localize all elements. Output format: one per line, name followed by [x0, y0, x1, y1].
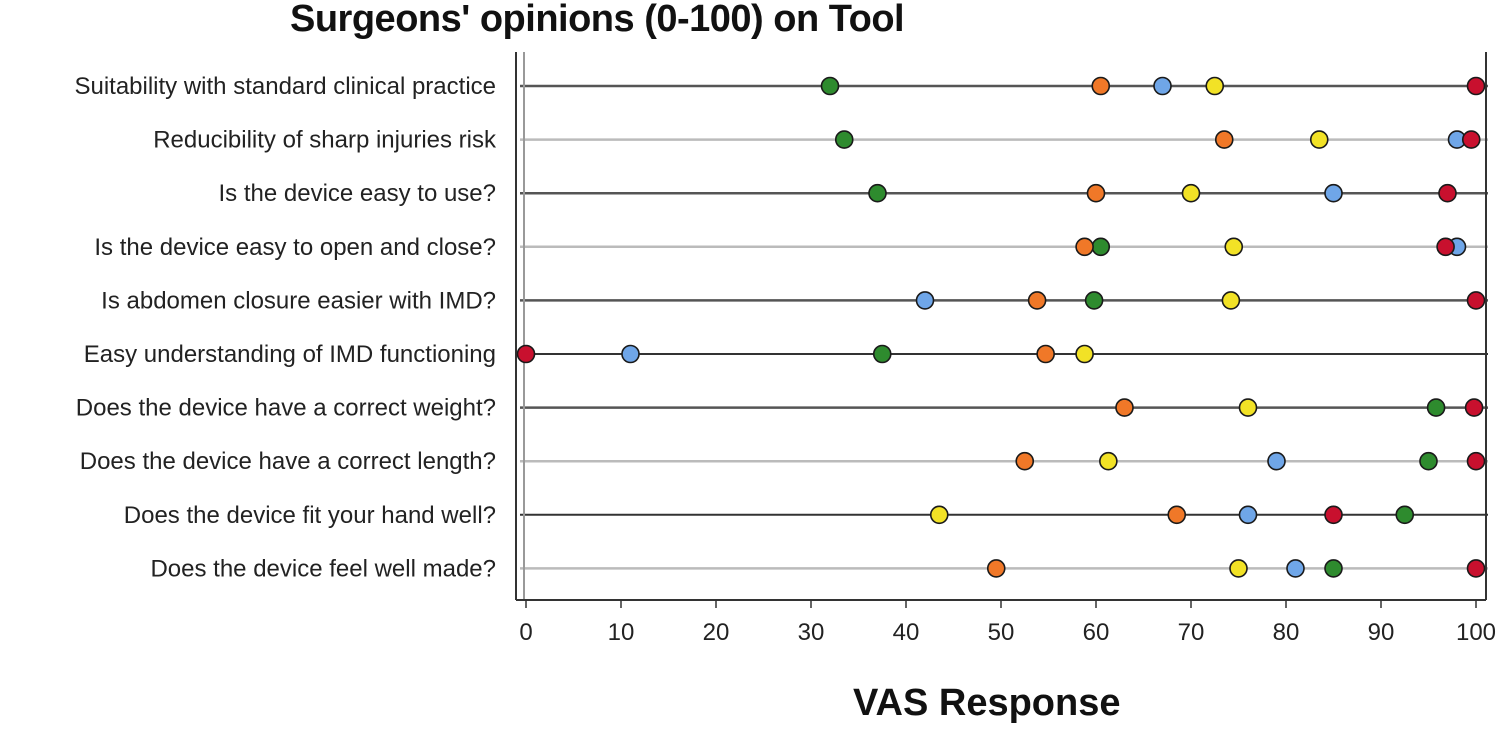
data-point — [1181, 183, 1201, 203]
data-point — [834, 130, 854, 149]
x-tick-label: 70 — [1178, 619, 1205, 646]
x-tick-label: 100 — [1456, 619, 1496, 646]
data-point — [1466, 76, 1486, 96]
x-tick-label: 30 — [798, 619, 825, 646]
x-tick-label: 10 — [608, 619, 635, 646]
data-point — [1324, 183, 1343, 203]
data-point — [1395, 505, 1415, 525]
data-point — [1115, 398, 1134, 417]
data-point — [1167, 505, 1187, 525]
data-point — [1015, 451, 1035, 471]
category-label: Does the device feel well made? — [150, 555, 496, 582]
data-point — [1229, 559, 1248, 578]
data-point — [1153, 76, 1172, 96]
data-point — [1438, 183, 1457, 203]
data-point — [1324, 505, 1343, 525]
x-tick-label: 20 — [703, 619, 730, 646]
data-point — [1036, 344, 1055, 364]
data-point — [1091, 76, 1111, 96]
data-point — [820, 76, 840, 96]
chart-title: Surgeons' opinions (0-100) on Tool — [290, 0, 905, 40]
data-point — [621, 344, 640, 364]
data-point — [929, 505, 949, 525]
category-labels: Suitability with standard clinical pract… — [74, 73, 497, 582]
data-point — [1214, 130, 1234, 149]
data-point — [1436, 237, 1455, 257]
data-point — [1419, 451, 1438, 471]
data-point — [1086, 183, 1106, 203]
category-label: Does the device have a correct length? — [80, 448, 496, 475]
data-point — [986, 559, 1006, 578]
x-tick-label: 0 — [519, 619, 532, 646]
data-point — [1224, 237, 1244, 257]
category-label: Is the device easy to use? — [219, 180, 497, 207]
data-point — [1084, 291, 1104, 310]
x-tick-label: 90 — [1368, 619, 1395, 646]
data-point — [1091, 237, 1111, 257]
category-label: Is the device easy to open and close? — [94, 234, 496, 261]
data-point — [1286, 559, 1305, 578]
data-point — [1267, 451, 1286, 471]
data-point — [1464, 398, 1484, 417]
x-tick-label: 80 — [1273, 619, 1300, 646]
data-point — [1466, 559, 1486, 578]
data-point — [1075, 344, 1094, 364]
data-points — [516, 76, 1486, 578]
x-axis-title: VAS Response — [853, 682, 1121, 724]
data-point — [1466, 291, 1486, 310]
category-label: Reducibility of sharp injuries risk — [153, 127, 497, 154]
data-point — [1075, 237, 1094, 257]
data-point — [915, 291, 935, 310]
data-point — [1238, 505, 1258, 525]
x-tick-label: 60 — [1083, 619, 1110, 646]
category-label: Is abdomen closure easier with IMD? — [101, 287, 496, 314]
x-tick-label: 50 — [988, 619, 1015, 646]
data-point — [868, 183, 887, 203]
category-label: Suitability with standard clinical pract… — [74, 73, 496, 100]
data-point — [1309, 130, 1329, 149]
data-point — [1324, 559, 1343, 578]
data-point — [1205, 76, 1225, 96]
data-point — [1238, 398, 1258, 417]
category-label: Does the device fit your hand well? — [124, 502, 496, 529]
row-lines — [520, 84, 1488, 570]
x-tick-label: 40 — [893, 619, 920, 646]
data-point — [872, 344, 892, 364]
category-label: Easy understanding of IMD functioning — [84, 341, 496, 368]
x-axis-ticks: 0 10 20 30 40 50 60 70 80 90 100 — [519, 600, 1496, 646]
data-point — [1461, 130, 1481, 149]
data-point — [1221, 291, 1241, 310]
data-point — [1027, 291, 1047, 310]
data-point — [516, 344, 536, 364]
data-point — [1426, 398, 1446, 417]
data-point — [1099, 451, 1118, 471]
category-label: Does the device have a correct weight? — [76, 395, 496, 422]
data-point — [1466, 451, 1486, 471]
